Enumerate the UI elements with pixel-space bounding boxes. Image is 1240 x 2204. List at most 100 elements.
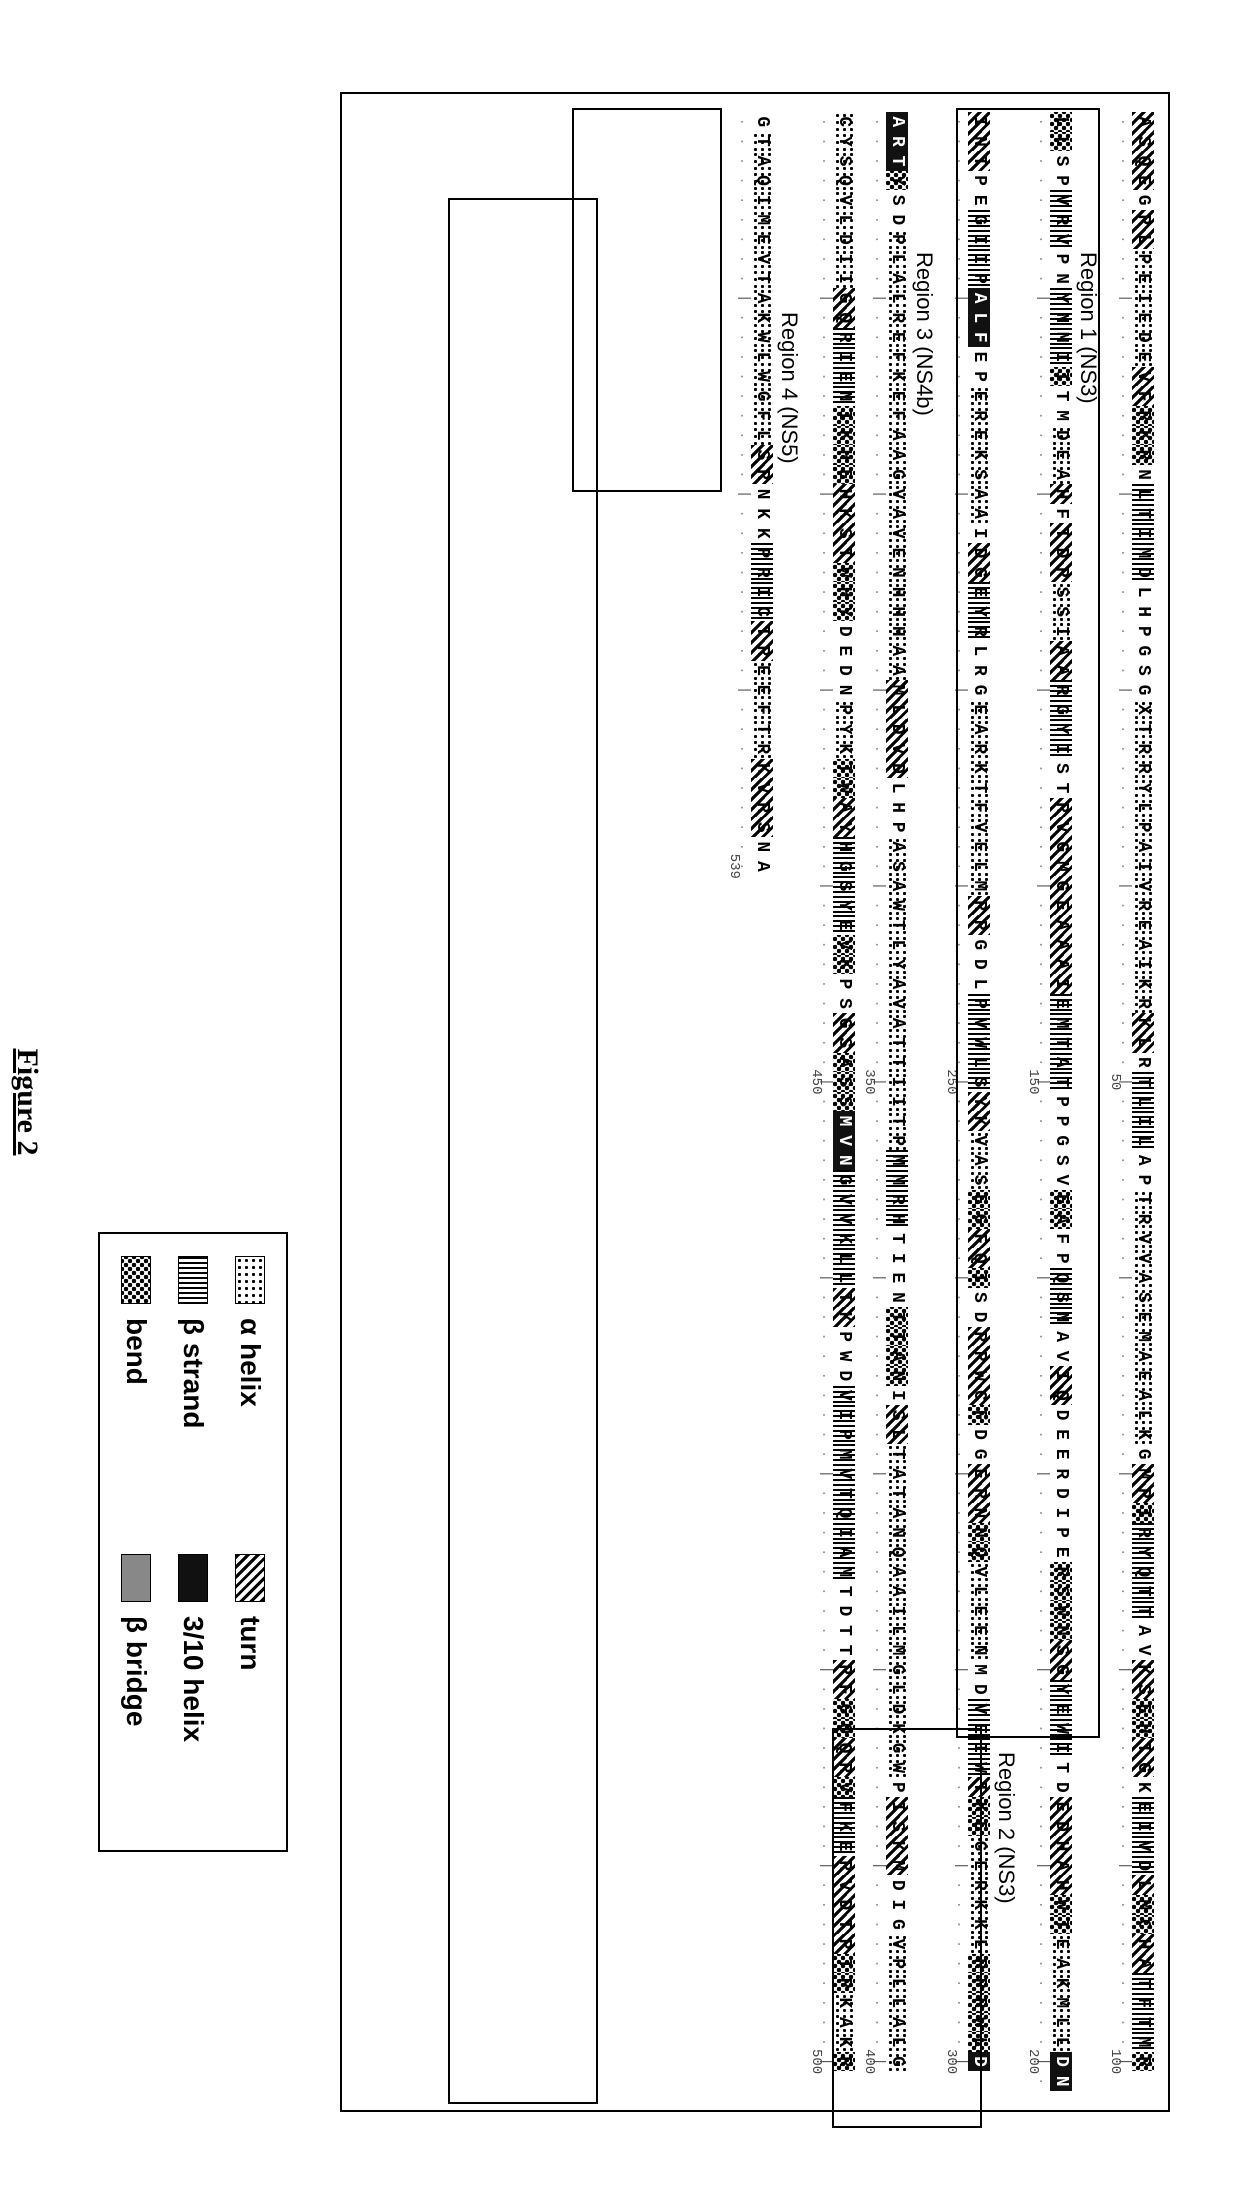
ruler-cell: . bbox=[945, 426, 967, 446]
ruler-cell: . bbox=[810, 661, 832, 681]
ruler-cell: . bbox=[810, 406, 832, 426]
ruler-cell: . bbox=[863, 426, 885, 446]
ruler-cell: . bbox=[1027, 1777, 1049, 1797]
ruler-cell: . bbox=[863, 896, 885, 916]
residue: D bbox=[833, 1601, 855, 1621]
ruler-cell: . bbox=[810, 151, 832, 171]
ruler-cell: . bbox=[1109, 132, 1131, 152]
residue: P bbox=[1050, 171, 1072, 191]
ruler-cell: | bbox=[1027, 484, 1049, 504]
residue: F bbox=[886, 347, 908, 367]
residue: I bbox=[968, 1738, 990, 1758]
ruler-cell: . bbox=[1027, 563, 1049, 583]
ruler-cell: . bbox=[1027, 915, 1049, 935]
residue: H bbox=[886, 582, 908, 602]
ruler-cell: |350 bbox=[863, 1072, 885, 1092]
residue: G bbox=[886, 465, 908, 485]
residue: F bbox=[968, 1229, 990, 1249]
ruler-cell: | bbox=[1109, 288, 1131, 308]
residue: L bbox=[1132, 1131, 1154, 1151]
residue: H bbox=[833, 484, 855, 504]
residue: L bbox=[1050, 2013, 1072, 2033]
residue: N bbox=[968, 132, 990, 152]
residue: V bbox=[833, 935, 855, 955]
ruler-cell: . bbox=[945, 955, 967, 975]
ruler-cell: . bbox=[1027, 445, 1049, 465]
ruler-cell: . bbox=[810, 1092, 832, 1112]
residue: S bbox=[1132, 1288, 1154, 1308]
residue: Q bbox=[833, 308, 855, 328]
residue: L bbox=[968, 1053, 990, 1073]
residue: T bbox=[1132, 1738, 1154, 1758]
ruler-cell: . bbox=[945, 328, 967, 348]
residue: A bbox=[1050, 1053, 1072, 1073]
ruler-cell: . bbox=[810, 386, 832, 406]
ruler-cell: . bbox=[863, 445, 885, 465]
ruler-cell: . bbox=[863, 1542, 885, 1562]
ruler-cell: . bbox=[728, 700, 750, 720]
residue: F bbox=[886, 406, 908, 426]
ruler-cell: . bbox=[810, 1366, 832, 1386]
ruler-cell: . bbox=[1027, 1386, 1049, 1406]
ruler-cell: . bbox=[945, 739, 967, 759]
ruler-cell: . bbox=[863, 1327, 885, 1347]
residue: E bbox=[833, 465, 855, 485]
residue: G bbox=[1132, 641, 1154, 661]
ruler-cell: . bbox=[810, 1131, 832, 1151]
ruler-cell: . bbox=[945, 974, 967, 994]
ruler-cell: | bbox=[863, 1268, 885, 1288]
ruler-cell: . bbox=[945, 445, 967, 465]
residue: M bbox=[886, 1150, 908, 1170]
residue: L bbox=[968, 1934, 990, 1954]
ruler-cell: . bbox=[945, 1817, 967, 1837]
ruler-cell: . bbox=[1109, 837, 1131, 857]
residue: R bbox=[1132, 896, 1154, 916]
ruler-cell: | bbox=[1027, 1464, 1049, 1484]
ruler-cell: . bbox=[1109, 347, 1131, 367]
residue: E bbox=[968, 1621, 990, 1641]
residue: V bbox=[886, 523, 908, 543]
ruler-cell: . bbox=[945, 602, 967, 622]
ruler-cell: . bbox=[1027, 1405, 1049, 1425]
residue: E bbox=[751, 230, 773, 250]
legend-item: bend bbox=[120, 1256, 152, 1530]
residue: N bbox=[1050, 2071, 1072, 2091]
residue: E bbox=[886, 1268, 908, 1288]
ruler-cell: . bbox=[728, 151, 750, 171]
ruler-cell: . bbox=[863, 994, 885, 1014]
residue: P bbox=[1132, 210, 1154, 230]
residue: T bbox=[1132, 504, 1154, 524]
residue: Q bbox=[968, 1248, 990, 1268]
residue: T bbox=[751, 719, 773, 739]
residue: A bbox=[886, 445, 908, 465]
ruler-cell: . bbox=[863, 190, 885, 210]
ruler-cell: . bbox=[1027, 1601, 1049, 1621]
ruler-cell: . bbox=[1027, 661, 1049, 681]
residue: W bbox=[886, 1758, 908, 1778]
residue: W bbox=[833, 1346, 855, 1366]
residue: M bbox=[1050, 1993, 1072, 2013]
legend-item: β bridge bbox=[120, 1554, 152, 1828]
ruler-cell: . bbox=[810, 1601, 832, 1621]
ruler-cell: . bbox=[728, 426, 750, 446]
residue: A bbox=[751, 151, 773, 171]
residue: L bbox=[968, 974, 990, 994]
ruler-cell: . bbox=[945, 1777, 967, 1797]
ruler-cell: . bbox=[863, 112, 885, 132]
ruler-cell: . bbox=[1027, 1562, 1049, 1582]
ruler-cell: . bbox=[863, 1797, 885, 1817]
ruler-cell: | bbox=[810, 1268, 832, 1288]
ruler-row: .........|.........|.........|.........5… bbox=[728, 112, 750, 2092]
ruler-cell: . bbox=[1109, 1131, 1131, 1151]
ruler-cell: . bbox=[945, 1973, 967, 1993]
ruler-cell: . bbox=[1109, 1386, 1131, 1406]
ruler-cell: . bbox=[945, 1699, 967, 1719]
ruler-cell: . bbox=[863, 1875, 885, 1895]
ruler-cell: . bbox=[1027, 249, 1049, 269]
residue: I bbox=[886, 1248, 908, 1268]
ruler-cell: | bbox=[1109, 1464, 1131, 1484]
residue: L bbox=[1132, 582, 1154, 602]
ruler-cell: . bbox=[1109, 1209, 1131, 1229]
ruler-cell: . bbox=[945, 994, 967, 1014]
ruler-cell: . bbox=[1109, 621, 1131, 641]
